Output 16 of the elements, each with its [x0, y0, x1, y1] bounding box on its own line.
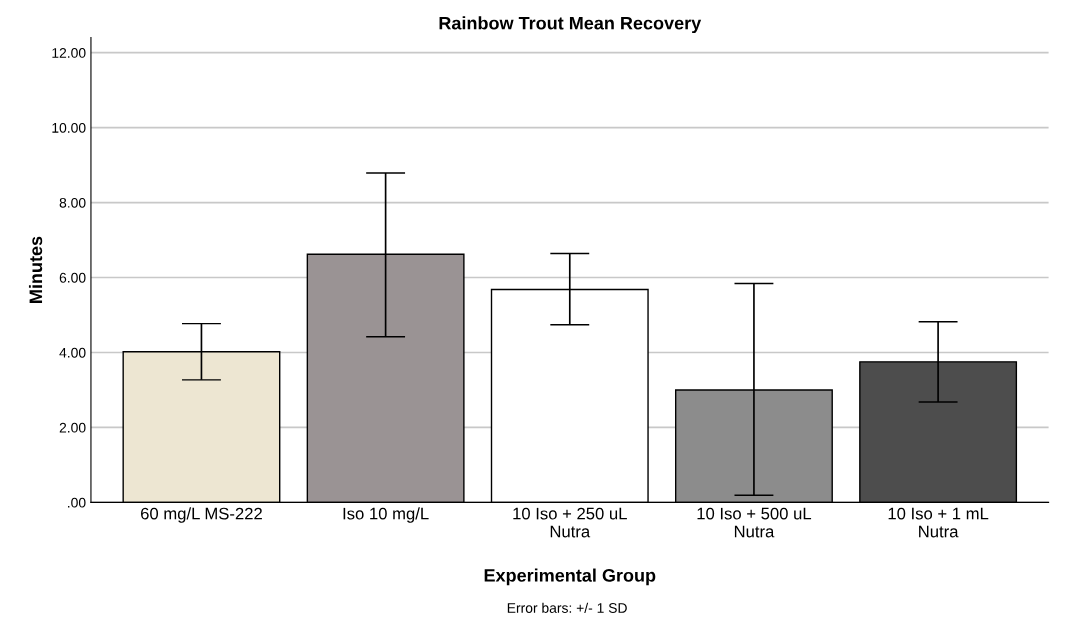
y-axis-title: Minutes: [28, 236, 43, 303]
x-tick-label: Iso 10 mg/L: [343, 507, 429, 523]
chart-title: Rainbow Trout Mean Recovery: [439, 16, 702, 34]
y-tick-label: 8.00: [59, 197, 86, 208]
x-axis-title: Experimental Group: [484, 568, 656, 586]
y-tick-label: 6.00: [59, 272, 86, 283]
y-tick-label: .00: [68, 497, 86, 508]
y-tick-label: 10.00: [52, 122, 86, 133]
x-tick-label: 10 Iso + 1 mL Nutra: [888, 507, 989, 538]
text: Error bars: +/- 1 SD: [507, 602, 627, 613]
x-tick-label: 10 Iso + 500 uL Nutra: [697, 507, 812, 538]
y-tick-label: 4.00: [59, 347, 86, 358]
y-tick-label: 12.00: [52, 48, 86, 58]
x-tick-label: 60 mg/L MS-222: [141, 507, 262, 523]
x-tick-label: 10 Iso + 250 uL Nutra: [513, 507, 627, 538]
y-tick-label: 2.00: [59, 422, 86, 433]
